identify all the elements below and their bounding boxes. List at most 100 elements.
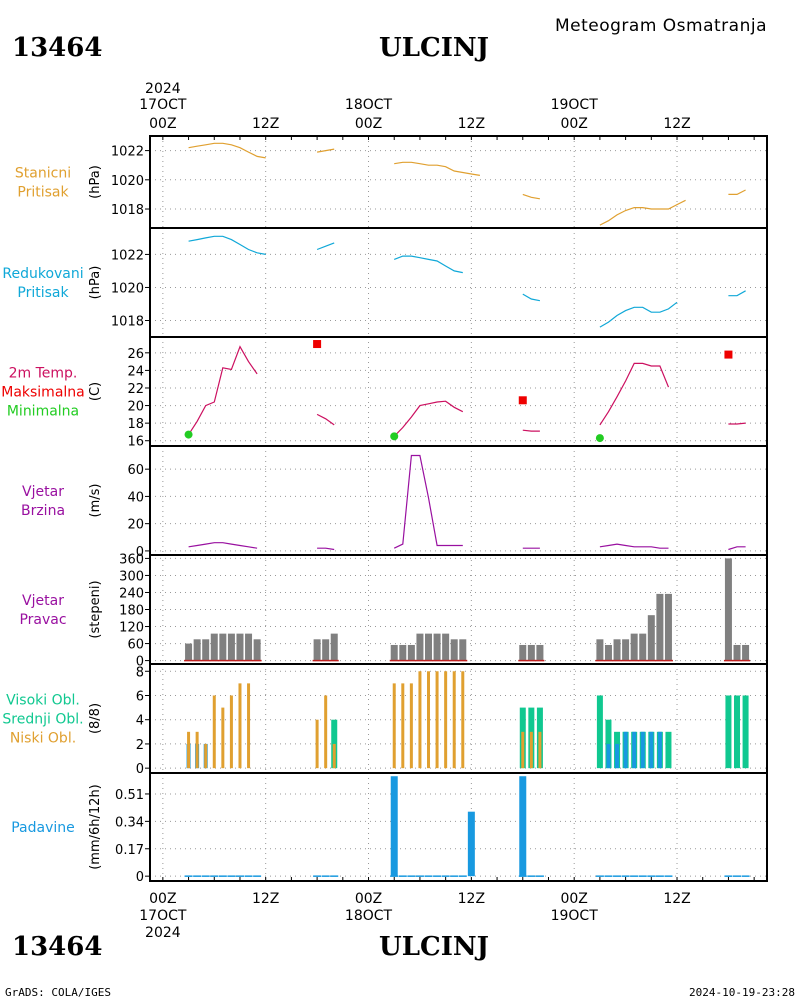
min-temp-marker — [184, 430, 193, 439]
direction-bar — [459, 639, 467, 661]
cloud-bar — [606, 743, 611, 769]
panel-label: Brzina — [21, 503, 65, 519]
series-line — [393, 255, 463, 274]
direction-bar — [227, 633, 235, 661]
direction-bar — [450, 639, 458, 661]
cloud-bar — [195, 731, 199, 769]
cloud-bar — [324, 695, 328, 769]
time-label-date: 19OCT — [551, 97, 599, 113]
cloud-bar — [623, 731, 628, 769]
direction-bar — [390, 644, 398, 661]
series-line — [188, 345, 258, 435]
cloud-bar — [332, 743, 336, 769]
panel-label: 2m Temp. — [9, 366, 78, 382]
y-tick-label: 240 — [119, 586, 144, 601]
y-axis-label: (8/8) — [88, 703, 103, 734]
cloud-bar — [665, 731, 672, 769]
panel-label: Pravac — [19, 612, 66, 628]
series-line — [317, 547, 335, 551]
y-tick-label: 180 — [119, 604, 144, 619]
time-label-date: 18OCT — [345, 97, 393, 113]
y-tick-label: 1022 — [111, 248, 144, 263]
time-label-hour: 00Z — [149, 891, 176, 907]
station-name-top: ULCINJ — [379, 33, 489, 63]
cloud-bar — [596, 695, 603, 769]
cloud-bar — [657, 731, 662, 769]
direction-bar — [236, 633, 244, 661]
direction-bar — [416, 633, 424, 661]
y-axis-label: (hPa) — [88, 266, 103, 300]
direction-bar — [330, 633, 338, 661]
y-axis-label: (mm/6h/12h) — [88, 784, 103, 870]
station-id-bottom: 13464 — [12, 932, 102, 962]
panel-label: Pritisak — [17, 185, 69, 201]
time-label-hour: 12Z — [458, 116, 485, 132]
direction-bar — [724, 558, 732, 661]
y-tick-label: 22 — [127, 382, 144, 397]
direction-bar — [442, 633, 450, 661]
time-label-date: 17OCT — [139, 908, 187, 924]
y-tick-label: 1020 — [111, 174, 144, 189]
cloud-bar — [725, 695, 732, 769]
series-line — [599, 543, 669, 549]
panel-label: Minimalna — [7, 404, 79, 420]
series-line — [728, 189, 746, 195]
series-line — [316, 242, 335, 251]
series-line — [522, 293, 541, 302]
series-line — [394, 161, 480, 176]
direction-bar — [185, 643, 193, 661]
cloud-bar — [392, 683, 396, 769]
y-tick-label: 1018 — [111, 203, 144, 218]
series-line — [522, 429, 540, 432]
cloud-bar — [640, 731, 645, 769]
y-tick-label: 360 — [119, 552, 144, 567]
y-tick-label: 18 — [127, 417, 144, 432]
y-tick-label: 0 — [136, 762, 144, 777]
direction-bar — [742, 644, 750, 661]
y-tick-label: 1020 — [111, 281, 144, 296]
y-axis-label: (m/s) — [88, 484, 103, 518]
subtitle: Meteogram Osmatranja — [555, 16, 767, 36]
panel-label: Padavine — [11, 820, 75, 836]
direction-bar — [433, 633, 441, 661]
time-label-hour: 00Z — [560, 116, 587, 132]
precip-bar — [467, 811, 475, 877]
direction-bar — [656, 593, 664, 661]
direction-bar — [202, 639, 210, 661]
plot-area: 1018 1020 1022 (hPa) Stanicni Pritisak 1018 102… — [1, 81, 768, 941]
time-label-date: 18OCT — [345, 908, 393, 924]
cloud-bar — [529, 731, 533, 769]
direction-bar — [193, 639, 201, 661]
footer-left: GrADS: COLA/IGES — [5, 986, 111, 999]
max-temp-marker — [724, 350, 733, 359]
panel-frame — [149, 135, 768, 229]
y-axis-label: (stepeni) — [88, 580, 103, 638]
footer-right: 2024-10-19-23:28 — [689, 986, 795, 999]
y-tick-label: 2 — [136, 738, 144, 753]
series-line — [316, 413, 335, 426]
precip-bar — [519, 776, 527, 877]
direction-bar — [407, 644, 415, 661]
cloud-bar — [742, 695, 749, 769]
time-label-year: 2024 — [145, 81, 181, 97]
series-line — [599, 362, 670, 426]
max-temp-marker — [518, 396, 527, 405]
direction-bar — [245, 633, 253, 661]
series-line — [728, 422, 746, 425]
cloud-bar — [538, 731, 542, 769]
series-line — [188, 542, 258, 549]
series-line — [188, 142, 266, 159]
y-tick-label: 24 — [127, 364, 144, 379]
direction-bar — [733, 644, 741, 661]
cloud-bar — [315, 719, 319, 769]
cloud-bar — [632, 731, 637, 769]
direction-bar — [519, 644, 527, 661]
direction-bar — [527, 644, 535, 661]
min-temp-marker — [390, 432, 399, 441]
panel-frame — [149, 445, 768, 556]
panel-label: Niski Obl. — [10, 731, 76, 747]
time-label-date: 19OCT — [551, 908, 599, 924]
series-line — [393, 400, 464, 437]
cloud-bar — [734, 695, 741, 769]
direction-bar — [664, 593, 672, 661]
